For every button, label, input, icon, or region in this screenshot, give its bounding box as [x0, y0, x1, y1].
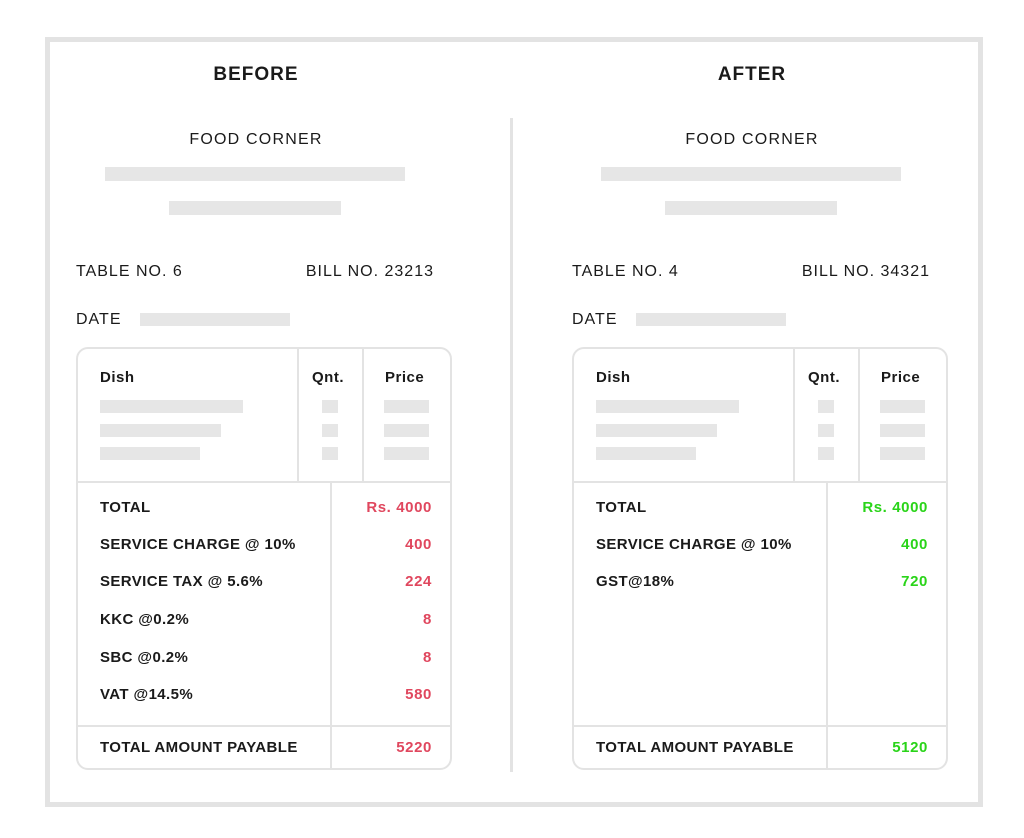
qnt-placeholder [818, 424, 834, 437]
address-placeholder-line [601, 167, 901, 181]
price-placeholder [880, 400, 925, 413]
charge-value: 224 [405, 573, 432, 590]
after-heading: AFTER [717, 64, 787, 85]
qnt-placeholder [818, 447, 834, 460]
before-panel: BEFORE FOOD CORNER TABLE NO. 6 BILL NO. … [76, 0, 476, 838]
restaurant-name: FOOD CORNER [685, 131, 819, 148]
row-divider [78, 481, 450, 483]
before-heading: BEFORE [213, 64, 299, 85]
charge-value: 400 [405, 536, 432, 553]
dish-placeholder [596, 400, 739, 413]
bill-number: BILL NO. 34321 [801, 263, 930, 280]
total-payable-value: 5120 [892, 739, 928, 756]
column-header-qnt: Qnt. [808, 369, 840, 386]
charge-label: GST@18% [596, 573, 675, 590]
dish-placeholder [100, 400, 243, 413]
total-payable-label: TOTAL AMOUNT PAYABLE [596, 739, 794, 756]
dish-placeholder [100, 447, 200, 460]
comparison-frame [45, 37, 983, 807]
bill-card: Dish Qnt. Price TOTAL Rs. 4000 SERVICE C… [572, 347, 948, 770]
column-divider [297, 349, 299, 482]
charge-value: 400 [901, 536, 928, 553]
charge-label: SERVICE CHARGE @ 10% [100, 536, 296, 553]
address-placeholder-line [105, 167, 405, 181]
price-placeholder [880, 424, 925, 437]
center-divider [510, 118, 513, 772]
charge-value: 720 [901, 573, 928, 590]
charge-value: Rs. 4000 [862, 499, 928, 516]
charge-value: 580 [405, 686, 432, 703]
date-placeholder [636, 313, 786, 326]
charge-label: TOTAL [100, 499, 151, 516]
table-number: TABLE NO. 4 [572, 263, 679, 280]
column-header-price: Price [881, 369, 921, 386]
total-payable-value: 5220 [396, 739, 432, 756]
column-divider [330, 482, 332, 768]
charge-value: Rs. 4000 [366, 499, 432, 516]
row-divider [574, 725, 946, 727]
address-placeholder-line [665, 201, 837, 215]
date-label: DATE [572, 311, 618, 328]
qnt-placeholder [322, 424, 338, 437]
column-header-dish: Dish [596, 369, 631, 386]
qnt-placeholder [322, 400, 338, 413]
price-placeholder [880, 447, 925, 460]
restaurant-name: FOOD CORNER [189, 131, 323, 148]
date-placeholder [140, 313, 290, 326]
after-panel: AFTER FOOD CORNER TABLE NO. 4 BILL NO. 3… [572, 0, 972, 838]
bill-number: BILL NO. 23213 [305, 263, 434, 280]
dish-placeholder [100, 424, 221, 437]
charge-label: SBC @0.2% [100, 649, 189, 666]
column-divider [826, 482, 828, 768]
charge-label: VAT @14.5% [100, 686, 194, 703]
column-divider [362, 349, 364, 482]
date-label: DATE [76, 311, 122, 328]
table-number: TABLE NO. 6 [76, 263, 183, 280]
dish-placeholder [596, 447, 696, 460]
charge-label: TOTAL [596, 499, 647, 516]
column-header-price: Price [385, 369, 425, 386]
column-header-dish: Dish [100, 369, 135, 386]
row-divider [574, 481, 946, 483]
column-header-qnt: Qnt. [312, 369, 344, 386]
charge-value: 8 [423, 649, 432, 666]
total-payable-label: TOTAL AMOUNT PAYABLE [100, 739, 298, 756]
qnt-placeholder [322, 447, 338, 460]
address-placeholder-line [169, 201, 341, 215]
qnt-placeholder [818, 400, 834, 413]
price-placeholder [384, 424, 429, 437]
column-divider [793, 349, 795, 482]
bill-card: Dish Qnt. Price TOTAL Rs. 4000 SERVICE C… [76, 347, 452, 770]
charge-label: SERVICE TAX @ 5.6% [100, 573, 263, 590]
charge-label: SERVICE CHARGE @ 10% [596, 536, 792, 553]
price-placeholder [384, 447, 429, 460]
column-divider [858, 349, 860, 482]
charge-value: 8 [423, 611, 432, 628]
dish-placeholder [596, 424, 717, 437]
price-placeholder [384, 400, 429, 413]
charge-label: KKC @0.2% [100, 611, 190, 628]
row-divider [78, 725, 450, 727]
